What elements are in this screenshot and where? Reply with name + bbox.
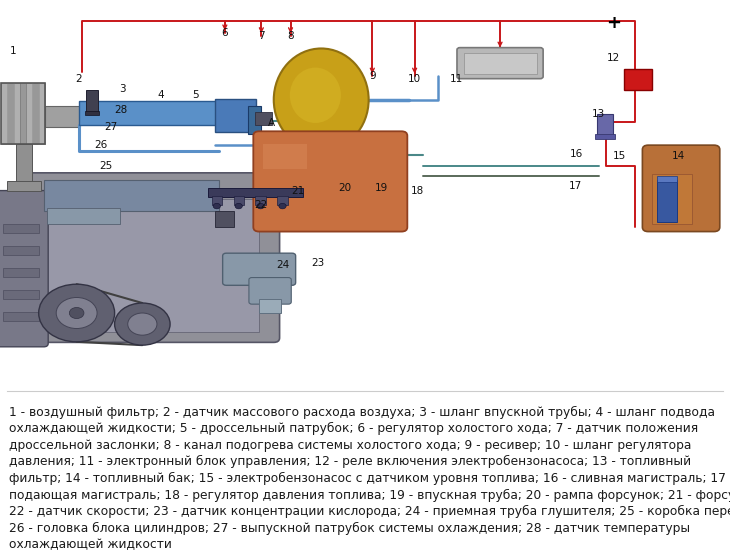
Text: 8: 8 [287, 31, 294, 41]
FancyBboxPatch shape [249, 278, 291, 304]
Text: 23: 23 [311, 258, 324, 268]
Text: давления; 11 - электронный блок управления; 12 - реле включения электробензонасо: давления; 11 - электронный блок управлен… [9, 455, 691, 469]
Text: 13: 13 [592, 109, 605, 119]
Text: A: A [268, 118, 275, 128]
Text: 22 - датчик скорости; 23 - датчик концентрации кислорода; 24 - приемная труба гл: 22 - датчик скорости; 23 - датчик концен… [9, 505, 730, 519]
Text: 1: 1 [9, 46, 17, 56]
Text: 12: 12 [607, 53, 620, 63]
Bar [597, 114, 613, 136]
Text: 21: 21 [291, 186, 304, 196]
Bar [14, 83, 20, 144]
Bar [45, 106, 80, 127]
Bar [464, 53, 537, 74]
Text: 27: 27 [104, 122, 118, 132]
Circle shape [115, 303, 170, 345]
Text: 28: 28 [114, 105, 127, 115]
Text: 18: 18 [411, 186, 424, 196]
Text: 16: 16 [570, 149, 583, 159]
Bar [3, 224, 39, 233]
Bar [1, 83, 45, 144]
FancyBboxPatch shape [457, 48, 543, 79]
Text: 15: 15 [612, 151, 626, 161]
Bar [208, 188, 303, 197]
Bar [20, 83, 26, 144]
Bar [234, 196, 244, 205]
Bar [624, 69, 652, 90]
Bar [79, 101, 225, 125]
Text: охлаждающей жидкости: охлаждающей жидкости [9, 538, 172, 551]
Bar [255, 196, 266, 205]
Bar [16, 144, 32, 183]
Text: 26 - головка блока цилиндров; 27 - выпускной патрубок системы охлаждения; 28 - д: 26 - головка блока цилиндров; 27 - выпус… [9, 522, 690, 535]
Text: 1 - воздушный фильтр; 2 - датчик массового расхода воздуха; 3 - шланг впускной т: 1 - воздушный фильтр; 2 - датчик массово… [9, 406, 715, 419]
Bar [26, 83, 32, 144]
Bar [39, 83, 45, 144]
Bar [248, 106, 261, 134]
Bar [1, 83, 7, 144]
Text: 19: 19 [374, 183, 388, 193]
Circle shape [235, 203, 242, 209]
Bar [657, 180, 677, 222]
Bar [47, 208, 120, 224]
Bar [212, 196, 222, 205]
Bar [7, 181, 41, 191]
Text: 7: 7 [258, 31, 265, 41]
Text: охлаждающей жидкости; 5 - дроссельный патрубок; 6 - регулятор холостого хода; 7 : охлаждающей жидкости; 5 - дроссельный па… [9, 422, 698, 435]
Bar [652, 174, 692, 224]
Circle shape [128, 313, 157, 335]
Bar [215, 99, 256, 132]
Circle shape [56, 297, 97, 329]
Bar [215, 211, 234, 227]
Text: 17: 17 [569, 181, 582, 191]
Text: подающая магистраль; 18 - регулятор давления топлива; 19 - впускная труба; 20 - : подающая магистраль; 18 - регулятор давл… [9, 489, 730, 502]
Bar [44, 199, 259, 332]
Bar [44, 180, 219, 211]
Bar [85, 111, 99, 115]
Circle shape [69, 307, 84, 319]
Bar [0, 0, 730, 391]
Text: 24: 24 [277, 260, 290, 270]
Circle shape [279, 203, 286, 209]
Bar [86, 90, 98, 112]
Text: 2: 2 [75, 74, 82, 84]
Circle shape [213, 203, 220, 209]
Ellipse shape [290, 68, 341, 123]
Text: 11: 11 [450, 74, 463, 84]
Bar [3, 268, 39, 277]
Bar [8, 83, 13, 144]
FancyBboxPatch shape [223, 253, 296, 285]
Text: 5: 5 [192, 90, 199, 100]
Text: дроссельной заслонки; 8 - канал подогрева системы холостого хода; 9 - ресивер; 1: дроссельной заслонки; 8 - канал подогрев… [9, 439, 691, 452]
Text: 25: 25 [99, 161, 112, 171]
Text: фильтр; 14 - топливный бак; 15 - электробензонасос с датчиком уровня топлива; 16: фильтр; 14 - топливный бак; 15 - электро… [9, 472, 730, 485]
Text: 20: 20 [338, 183, 351, 193]
Text: 22: 22 [255, 200, 268, 210]
Bar [3, 312, 39, 321]
Bar [657, 176, 677, 182]
FancyBboxPatch shape [27, 173, 280, 342]
Circle shape [39, 284, 115, 342]
Text: 26: 26 [94, 140, 107, 150]
Bar [3, 246, 39, 255]
Circle shape [257, 203, 264, 209]
Bar [33, 83, 38, 144]
FancyBboxPatch shape [642, 145, 720, 232]
Bar [263, 144, 307, 169]
Text: 4: 4 [157, 90, 164, 100]
Bar [255, 112, 272, 125]
Text: +: + [606, 14, 620, 32]
Text: 14: 14 [672, 151, 685, 161]
Text: 6: 6 [221, 28, 228, 38]
Bar [3, 290, 39, 299]
Text: 3: 3 [119, 84, 126, 94]
Ellipse shape [274, 49, 369, 151]
Bar [259, 299, 281, 313]
FancyBboxPatch shape [0, 191, 48, 347]
Bar [595, 134, 615, 138]
Text: 10: 10 [408, 74, 421, 84]
FancyBboxPatch shape [253, 131, 407, 232]
Bar [277, 196, 288, 205]
Text: 9: 9 [369, 71, 376, 81]
